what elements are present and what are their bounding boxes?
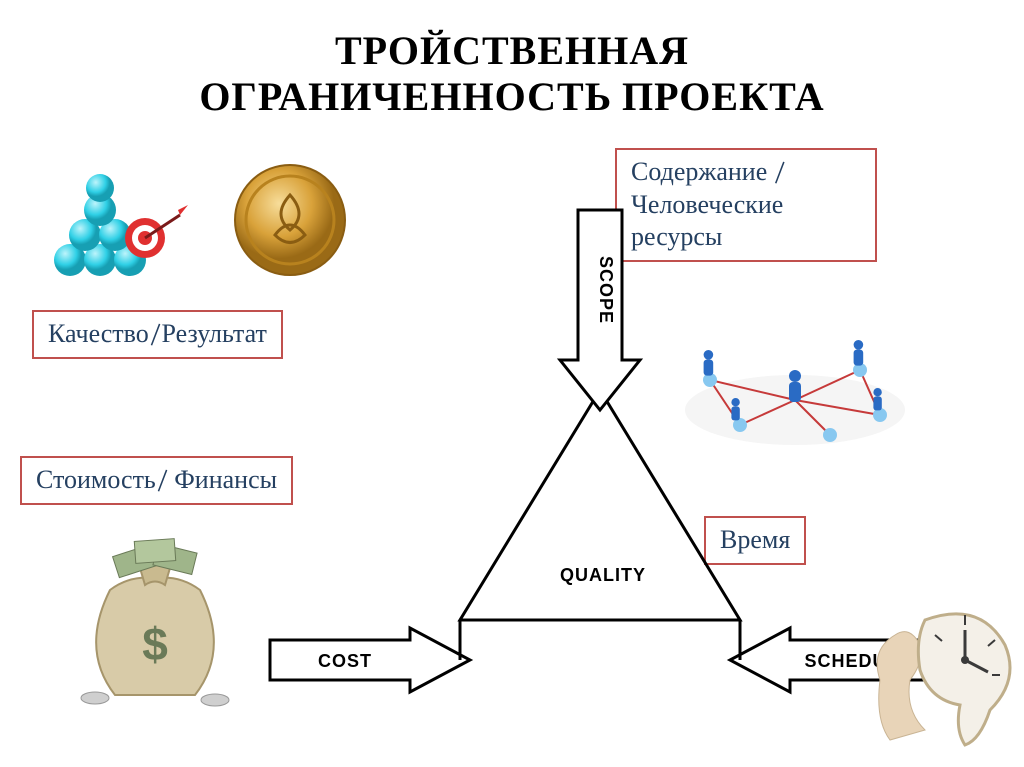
- cyan-spheres-target-icon: [40, 160, 190, 280]
- people-network-icon: [680, 300, 910, 450]
- svg-text:$: $: [142, 618, 168, 670]
- box-quality: Качество/Результат: [32, 310, 283, 359]
- arrow-cost-label: COST: [318, 651, 372, 671]
- box-cost: Стоимость/ Финансы: [20, 456, 293, 505]
- arrow-scope: SCOPE: [560, 210, 640, 410]
- gold-quality-coin-icon: [230, 160, 350, 280]
- melting-clock-icon: [870, 580, 1020, 750]
- arrow-scope-label: SCOPE: [596, 256, 616, 324]
- arrow-cost: COST: [270, 628, 470, 692]
- quality-center-label: QUALITY: [560, 565, 646, 586]
- page-title: ТРОЙСТВЕННАЯ ОГРАНИЧЕННОСТЬ ПРОЕКТА: [0, 28, 1024, 120]
- box-quality-text: Качество/Результат: [48, 319, 267, 349]
- title-line2: ОГРАНИЧЕННОСТЬ ПРОЕКТА: [199, 74, 824, 120]
- title-line1: ТРОЙСТВЕННАЯ: [335, 28, 689, 74]
- money-bag-icon: $: [60, 520, 250, 710]
- box-cost-text: Стоимость/ Финансы: [36, 465, 277, 495]
